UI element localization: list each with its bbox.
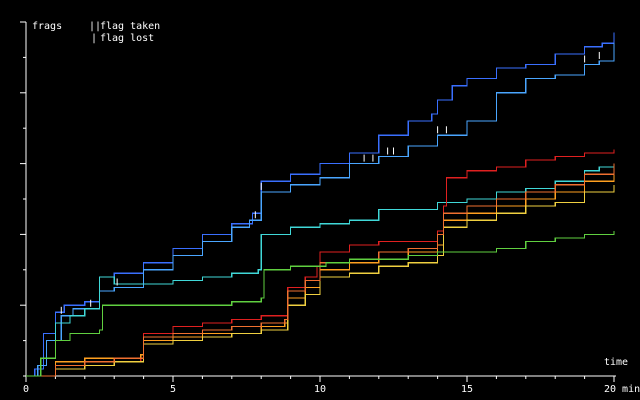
x-tick-label: 10	[314, 384, 326, 395]
series-line-2	[26, 43, 615, 377]
legend-label-flag-lost: flag lost	[100, 33, 154, 44]
series-line-3	[26, 163, 615, 377]
legend: || flag taken | flag lost	[89, 21, 160, 44]
flag-events-layer	[60, 51, 600, 314]
series-line-1	[26, 32, 615, 377]
x-axis-label: time	[604, 357, 628, 368]
x-tick-label: 0	[23, 384, 29, 395]
x-tick-label: 5	[170, 384, 176, 395]
legend-marker-flag-taken: ||	[89, 21, 101, 32]
axes: 0 5 10 15 20 min	[20, 21, 640, 395]
legend-label-flag-taken: flag taken	[100, 21, 160, 32]
series-line-8	[26, 230, 615, 377]
series-layer	[26, 32, 615, 377]
series-line-6	[26, 184, 615, 377]
legend-marker-flag-lost: |	[91, 33, 97, 44]
series-line-7	[26, 163, 615, 377]
x-tick-label: 20 min	[604, 384, 640, 395]
x-tick-label: 15	[461, 384, 473, 395]
y-axis-label: frags	[32, 21, 62, 32]
